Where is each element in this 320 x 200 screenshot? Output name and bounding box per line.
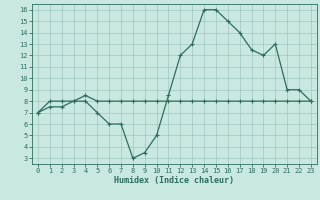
X-axis label: Humidex (Indice chaleur): Humidex (Indice chaleur) [115,176,234,185]
